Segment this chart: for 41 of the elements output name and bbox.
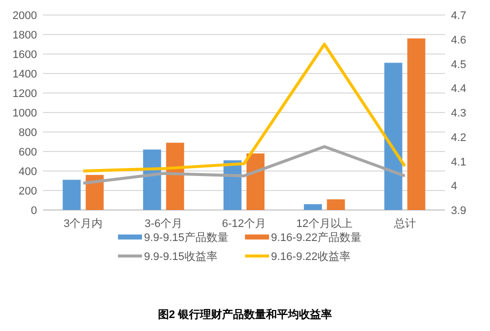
y-tick-label: 1600 [12,49,37,61]
y-tick-label: 400 [18,166,37,178]
x-tick-label: 3-6个月 [144,218,183,230]
y2-tick-label: 4.4 [451,83,466,96]
text: 图2 银行理财产品数量和平均收益率 [158,308,332,321]
x-tick-label: 12个月以上 [296,217,353,230]
legend-label: 9.9-9.15收益率 [144,250,218,263]
legend-label: 9.16-9.22产品数量 [271,231,362,244]
y2-tick-label: 4.6 [451,34,466,46]
bar [304,204,322,210]
bar [407,38,426,210]
y-tick-label: 1400 [12,68,37,80]
line-series [82,42,406,172]
bar [384,62,402,210]
legend-label: 9.9-9.15产品数量 [144,231,228,244]
y2-tick-label: 4.2 [451,132,466,144]
x-tick-label: 6-12个月 [222,218,266,230]
bar [166,142,184,210]
y2-tick-label: 4.5 [451,58,466,71]
x-tick-label: 3个月内 [64,217,103,230]
x-tick-label: 总计 [392,217,416,230]
bar [62,180,81,210]
line-series [82,145,406,185]
y2-tick-label: 3.9 [451,205,466,217]
bar [246,153,264,210]
y-tick-label: 800 [18,127,37,139]
y-tick-label: 200 [18,186,37,198]
bar [143,150,162,210]
y-tick-label: 2000 [12,10,37,22]
y2-tick-label: 4.3 [451,108,466,120]
y-tick-label: 600 [18,146,37,158]
y2-tick-label: 4 [451,180,458,193]
y-tick-label: 1000 [12,108,37,120]
legend-label: 9.16-9.22收益率 [271,250,350,263]
bar [86,174,104,210]
y2-tick-label: 4.7 [451,10,466,22]
bar [326,199,345,210]
y-tick-label: 1200 [12,88,37,100]
y2-tick-label: 4.1 [451,156,466,168]
y-tick-label: 1800 [12,30,37,42]
y-tick-label: 0 [30,205,37,217]
